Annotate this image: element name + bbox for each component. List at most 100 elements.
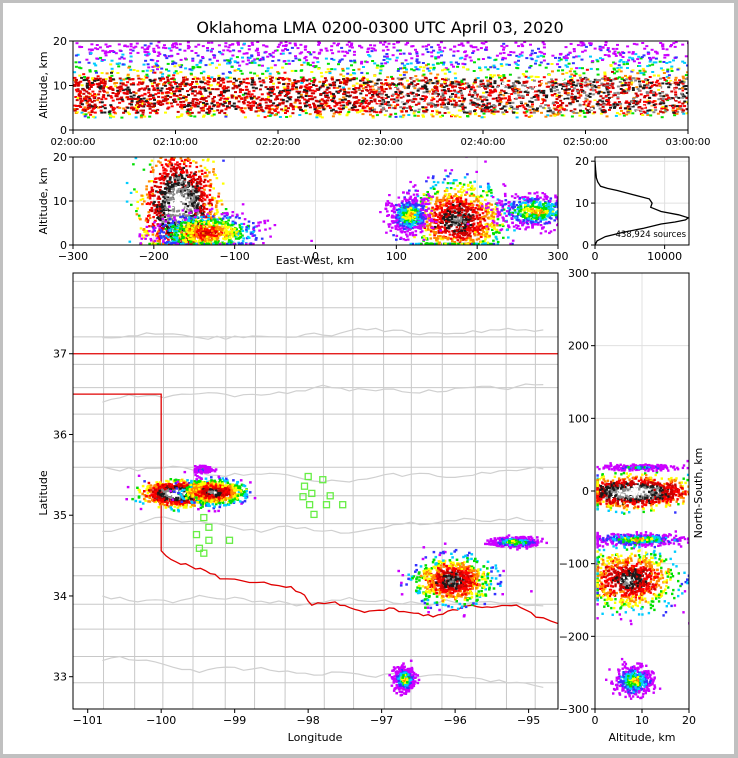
time-density-cell: [209, 49, 213, 52]
time-density-cell: [115, 95, 119, 98]
time-density-cell: [299, 76, 303, 79]
time-density-cell: [529, 114, 533, 117]
time-density-cell: [99, 106, 102, 109]
time-density-cell: [104, 78, 108, 81]
time-density-cell: [119, 85, 123, 88]
time-density-cell: [427, 99, 430, 102]
time-density-cell: [318, 80, 322, 83]
time-density-cell: [94, 70, 98, 73]
time-density-cell: [129, 68, 133, 71]
time-density-cell: [223, 112, 227, 115]
time-density-cell: [392, 101, 396, 104]
time-density-cell: [558, 53, 562, 55]
time-density-cell: [681, 60, 685, 63]
time-density-cell: [118, 101, 122, 104]
time-density-cell: [622, 90, 626, 93]
time-density-cell: [101, 87, 105, 89]
ew-density-cell: [140, 234, 144, 237]
time-density-cell: [558, 66, 562, 68]
time-density-cell: [326, 96, 330, 99]
time-density-cell: [430, 99, 434, 102]
ew-density-cell: [170, 148, 173, 150]
time-density-cell: [291, 87, 295, 90]
time-density-cell: [397, 41, 401, 44]
time-density-cell: [586, 109, 590, 112]
time-density-cell: [535, 90, 539, 93]
ew-density-cell: [180, 196, 183, 199]
ew-density-cell: [188, 195, 191, 198]
time-density-cell: [95, 106, 99, 109]
time-density-cell: [326, 68, 330, 71]
time-density-cell: [233, 77, 236, 80]
time-density-cell: [313, 90, 317, 93]
time-density-cell: [82, 108, 85, 111]
time-density-cell: [103, 104, 107, 107]
time-density-cell: [199, 93, 203, 96]
time-density-cell: [372, 110, 376, 113]
time-density-cell: [621, 104, 625, 107]
time-density-cell: [434, 77, 438, 80]
time-density-cell: [571, 62, 575, 65]
time-density-cell: [440, 83, 443, 86]
time-density-cell: [381, 99, 385, 102]
time-density-cell: [613, 94, 617, 97]
time-density-cell: [424, 45, 428, 48]
time-density-cell: [455, 88, 459, 91]
ew-density-cell: [177, 155, 180, 157]
time-density-cell: [337, 60, 341, 63]
time-density-cell: [153, 51, 157, 53]
time-density-cell: [482, 109, 485, 112]
time-density-cell: [611, 82, 615, 85]
time-density-cell: [489, 81, 492, 84]
time-density-cell: [447, 111, 451, 114]
time-density-cell: [207, 95, 211, 98]
time-density-cell: [121, 100, 125, 103]
time-density-cell: [330, 45, 334, 48]
time-density-cell: [264, 76, 268, 79]
time-density-cell: [402, 106, 406, 109]
time-density-cell: [379, 65, 383, 68]
time-density-cell: [513, 61, 517, 64]
ew-density-cell: [163, 199, 167, 202]
time-density-cell: [222, 100, 226, 103]
time-density-cell: [676, 82, 680, 85]
time-density-cell: [434, 87, 437, 90]
time-density-cell: [443, 106, 447, 109]
time-density-cell: [167, 82, 171, 85]
time-density-cell: [136, 104, 140, 107]
time-density-cell: [96, 75, 100, 78]
time-density-cell: [303, 46, 307, 49]
time-density-cell: [390, 75, 393, 78]
time-density-cell: [420, 98, 424, 101]
time-density-cell: [110, 74, 114, 77]
time-density-cell: [156, 60, 160, 63]
time-density-cell: [616, 43, 619, 46]
time-density-cell: [318, 110, 322, 113]
time-density-cell: [644, 106, 647, 109]
time-density-cell: [642, 73, 646, 76]
time-density-cell: [76, 88, 80, 91]
time-density-cell: [438, 98, 442, 101]
time-density-cell: [98, 46, 102, 49]
time-density-cell: [104, 97, 108, 100]
time-density-cell: [233, 84, 237, 87]
time-density-cell: [365, 99, 369, 102]
time-density-cell: [546, 104, 550, 107]
time-density-cell: [371, 94, 375, 96]
time-density-cell: [241, 60, 245, 63]
time-density-cell: [603, 54, 607, 56]
time-density-cell: [481, 82, 485, 85]
time-density-cell: [169, 55, 173, 58]
ew-density-cell: [192, 241, 196, 244]
time-density-cell: [381, 108, 385, 111]
x-tick-label: 02:10:00: [153, 137, 198, 148]
time-density-cell: [270, 112, 274, 115]
time-density-cell: [386, 101, 390, 104]
time-density-cell: [613, 92, 617, 95]
time-density-cell: [159, 89, 163, 92]
time-density-cell: [578, 93, 582, 96]
ew-density-cell: [188, 165, 192, 168]
time-density-cell: [607, 102, 610, 105]
time-density-cell: [538, 64, 542, 67]
time-density-cell: [587, 111, 591, 114]
